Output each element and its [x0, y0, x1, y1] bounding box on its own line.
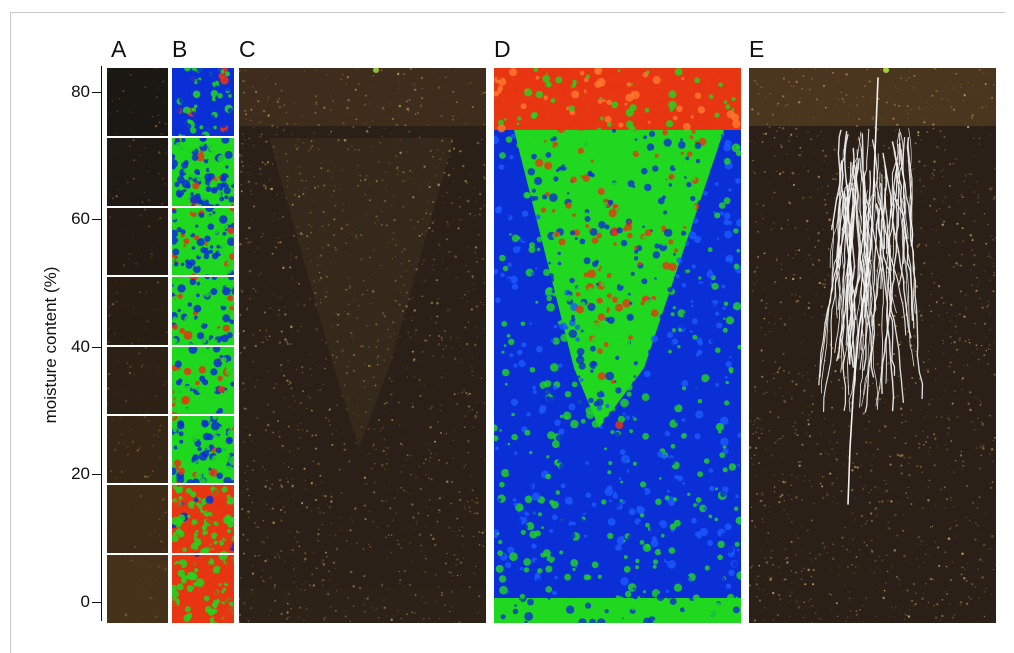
lateral-root — [895, 137, 906, 236]
strip-divider — [172, 205, 234, 208]
root-system — [818, 77, 924, 505]
panel-a-calibration-photos — [107, 68, 168, 623]
lateral-root — [885, 132, 901, 384]
y-tick-mark — [92, 602, 101, 603]
strip-divider — [172, 552, 234, 555]
y-tick-label: 20 — [71, 464, 90, 483]
y-tick-label: 0 — [80, 592, 90, 611]
lateral-root — [908, 128, 914, 224]
lateral-root — [901, 198, 908, 317]
panel-c-soil-photo — [239, 68, 486, 623]
lateral-root — [880, 199, 898, 395]
lateral-root — [853, 162, 860, 321]
lateral-root — [841, 193, 847, 412]
lateral-root — [871, 139, 886, 250]
panel-b-calibration-moisture-maps — [172, 68, 234, 623]
strip-divider — [107, 413, 168, 416]
y-tick-mark — [92, 219, 101, 220]
soil-speckle-layer — [749, 68, 996, 623]
panel-label-a: A — [111, 36, 127, 62]
calibration-photo-strip — [107, 553, 168, 623]
soil-speckle-layer — [239, 68, 486, 623]
y-axis-title: moisture content (%) — [41, 266, 60, 424]
strip-divider — [172, 275, 234, 278]
lateral-root — [859, 145, 874, 318]
lateral-root — [852, 147, 875, 378]
strip-divider — [107, 136, 168, 139]
topsoil-band — [239, 68, 486, 126]
lateral-root — [898, 179, 906, 286]
panel-d-moisture-map — [494, 68, 741, 623]
calibration-photo-strip — [107, 206, 168, 277]
lateral-root — [843, 130, 856, 387]
strip-divider — [172, 344, 234, 347]
figure-frame — [10, 12, 1005, 653]
lateral-root — [837, 201, 841, 310]
seedling-icon — [883, 68, 889, 73]
strip-divider — [107, 483, 168, 486]
strip-divider — [107, 205, 168, 208]
lateral-root — [882, 152, 912, 339]
y-tick-mark — [92, 474, 101, 475]
lateral-root — [859, 177, 876, 408]
lateral-root — [859, 128, 870, 370]
calibration-photo-strip — [107, 68, 168, 138]
y-tick-label: 80 — [71, 82, 90, 101]
strip-divider — [107, 552, 168, 555]
strip-divider — [172, 413, 234, 416]
y-tick-label: 40 — [71, 337, 90, 356]
y-axis-line — [101, 66, 102, 621]
lateral-root — [834, 191, 844, 353]
lateral-root — [838, 149, 858, 360]
strip-divider — [107, 275, 168, 278]
lateral-root — [861, 133, 869, 309]
dry-top-band — [494, 68, 741, 130]
seedling-icon — [373, 68, 379, 73]
calibration-photo-strip — [107, 276, 168, 346]
calibration-photo-strip — [107, 345, 168, 415]
lateral-root — [823, 182, 854, 413]
calibration-photo-strip — [107, 484, 168, 554]
panel-e-root-overlay — [749, 68, 996, 623]
moisture-texture — [494, 68, 741, 623]
y-tick-mark — [92, 347, 101, 348]
panel-label-d: D — [494, 36, 511, 62]
strip-divider — [172, 136, 234, 139]
lateral-root — [907, 139, 916, 314]
panel-label-e: E — [749, 36, 765, 62]
y-tick-label: 60 — [71, 209, 90, 228]
lateral-root — [848, 196, 872, 412]
lateral-root — [861, 190, 877, 407]
lateral-root — [818, 196, 848, 386]
moist-wedge-shade — [269, 138, 454, 448]
strip-divider — [172, 483, 234, 486]
topsoil-band — [749, 68, 996, 126]
lateral-root — [884, 187, 896, 376]
lateral-root — [831, 134, 849, 231]
panel-label-c: C — [239, 36, 256, 62]
panel-label-b: B — [172, 36, 188, 62]
y-tick-mark — [92, 92, 101, 93]
lateral-root — [864, 183, 883, 413]
lateral-root — [891, 128, 901, 265]
strip-divider — [107, 344, 168, 347]
soil-speckle-layer — [107, 68, 168, 621]
lateral-root — [864, 190, 879, 407]
